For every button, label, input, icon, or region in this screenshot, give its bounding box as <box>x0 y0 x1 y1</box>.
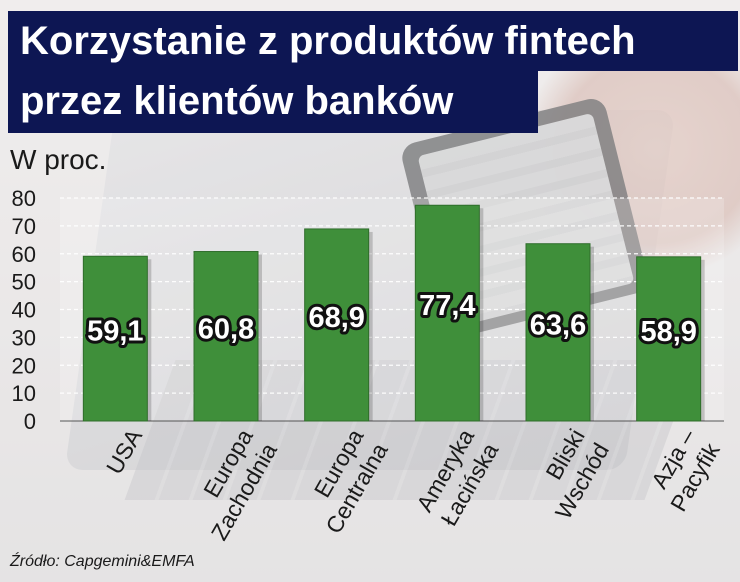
bar <box>304 228 370 422</box>
value-label: 77,4 <box>419 290 475 322</box>
y-tick-label: 50 <box>12 270 36 295</box>
y-tick-label: 20 <box>12 353 36 378</box>
value-label: 58,9 <box>640 316 696 348</box>
y-tick-label: 70 <box>12 214 36 239</box>
y-tick-label: 10 <box>12 381 36 406</box>
source-note: Źródło: Capgemini&EMFA <box>10 553 195 570</box>
value-label: 60,8 <box>198 313 254 345</box>
y-tick-label: 0 <box>24 409 36 434</box>
x-tick-label: USA <box>101 424 147 479</box>
bar <box>82 255 148 422</box>
x-tick-label-line: USA <box>101 424 147 479</box>
value-label-outline: 77,4 <box>419 290 475 322</box>
bar <box>414 204 480 422</box>
y-tick-label: 60 <box>12 242 36 267</box>
value-label: 68,9 <box>308 302 364 334</box>
title-line-2: przez klientów banków <box>8 71 538 133</box>
bar <box>636 256 702 422</box>
value-label-outline: 58,9 <box>640 316 696 348</box>
value-label-outline: 60,8 <box>198 313 254 345</box>
value-label: 63,6 <box>530 309 586 341</box>
bar <box>193 251 259 422</box>
unit-label: W proc. <box>10 144 107 175</box>
value-label-outline: 59,1 <box>87 316 143 348</box>
title-line-1: Korzystanie z produktów fintech <box>8 11 738 71</box>
value-label-outline: 63,6 <box>530 309 586 341</box>
y-tick-label: 80 <box>12 186 36 211</box>
bar <box>525 243 591 422</box>
value-label-outline: 68,9 <box>308 302 364 334</box>
y-tick-label: 40 <box>12 298 36 323</box>
value-label: 59,1 <box>87 316 143 348</box>
x-tick-label: Azja –Pacyfik <box>646 424 725 515</box>
y-tick-label: 30 <box>12 325 36 350</box>
